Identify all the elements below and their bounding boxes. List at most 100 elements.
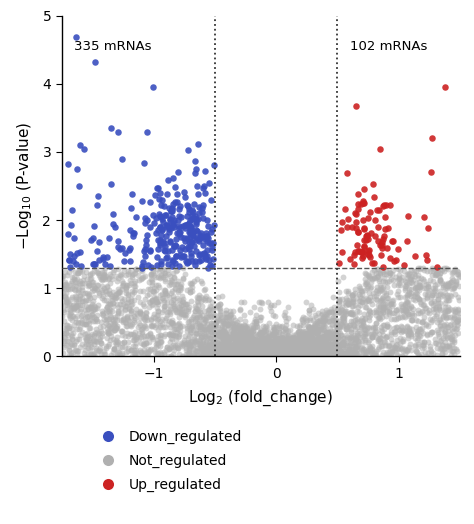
Point — [297, 347, 304, 355]
Point — [76, 343, 84, 352]
Point — [207, 350, 214, 358]
X-axis label: Log$_2$ (fold_change): Log$_2$ (fold_change) — [188, 389, 333, 409]
Point — [161, 330, 169, 339]
Point — [230, 344, 237, 352]
Point — [397, 322, 404, 331]
Point — [179, 341, 187, 350]
Point — [107, 180, 115, 188]
Point — [274, 346, 282, 354]
Point — [124, 346, 132, 355]
Point — [371, 266, 378, 274]
Point — [368, 332, 375, 341]
Point — [63, 281, 70, 289]
Point — [264, 335, 272, 343]
Point — [416, 298, 424, 306]
Point — [161, 290, 168, 299]
Point — [273, 334, 281, 342]
Point — [281, 312, 289, 321]
Point — [291, 343, 299, 352]
Point — [382, 303, 389, 311]
Point — [117, 315, 125, 324]
Point — [374, 269, 382, 277]
Point — [123, 281, 130, 289]
Point — [363, 279, 370, 288]
Point — [241, 337, 248, 345]
Point — [331, 330, 339, 339]
Point — [387, 314, 395, 323]
Point — [174, 277, 182, 285]
Point — [402, 281, 410, 290]
Point — [259, 346, 266, 355]
Point — [70, 305, 78, 313]
Point — [83, 312, 91, 321]
Point — [450, 346, 457, 355]
Point — [100, 275, 107, 283]
Point — [218, 349, 225, 357]
Point — [359, 252, 367, 260]
Point — [358, 337, 365, 345]
Point — [273, 351, 281, 359]
Point — [393, 289, 401, 298]
Point — [195, 329, 203, 337]
Point — [109, 220, 116, 228]
Point — [327, 343, 335, 352]
Point — [384, 350, 392, 358]
Point — [369, 333, 376, 341]
Point — [264, 351, 272, 359]
Point — [270, 348, 277, 357]
Point — [364, 235, 372, 244]
Point — [342, 287, 350, 296]
Point — [264, 346, 272, 355]
Point — [250, 351, 258, 359]
Point — [301, 352, 309, 360]
Point — [270, 350, 277, 358]
Point — [198, 325, 206, 334]
Point — [372, 349, 379, 357]
Point — [399, 272, 406, 281]
Point — [81, 330, 89, 338]
Point — [67, 294, 75, 303]
Point — [400, 326, 407, 335]
Point — [447, 320, 455, 329]
Point — [258, 334, 265, 343]
Point — [89, 313, 96, 321]
Point — [285, 340, 293, 348]
Point — [276, 350, 284, 358]
Point — [335, 297, 343, 305]
Point — [262, 348, 270, 356]
Point — [74, 297, 82, 305]
Point — [192, 326, 200, 334]
Point — [106, 324, 113, 332]
Point — [441, 306, 449, 314]
Point — [183, 286, 191, 294]
Point — [315, 351, 323, 359]
Point — [208, 225, 215, 234]
Point — [209, 319, 216, 328]
Point — [237, 342, 245, 351]
Point — [279, 351, 287, 359]
Point — [455, 306, 462, 314]
Point — [196, 308, 204, 316]
Point — [319, 339, 327, 347]
Point — [274, 339, 282, 347]
Point — [170, 242, 178, 250]
Point — [408, 275, 415, 283]
Point — [234, 335, 241, 343]
Point — [419, 341, 427, 350]
Point — [216, 347, 224, 356]
Point — [404, 310, 412, 318]
Point — [277, 348, 284, 357]
Point — [107, 300, 114, 308]
Point — [189, 345, 196, 354]
Point — [187, 342, 194, 351]
Point — [124, 344, 132, 353]
Point — [72, 260, 80, 268]
Point — [254, 350, 262, 358]
Point — [109, 335, 117, 344]
Point — [227, 343, 235, 352]
Point — [216, 340, 224, 348]
Point — [250, 337, 258, 345]
Point — [369, 351, 377, 359]
Point — [254, 348, 262, 357]
Point — [90, 305, 98, 314]
